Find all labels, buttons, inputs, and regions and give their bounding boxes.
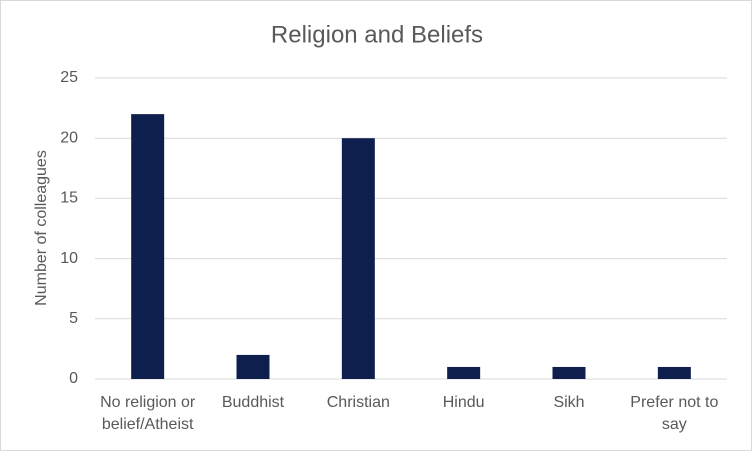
bar: [447, 366, 481, 379]
bar: [657, 366, 691, 379]
x-tick-label: Prefer not to say: [630, 394, 719, 433]
bar: [236, 354, 270, 379]
bar: [131, 114, 165, 380]
y-tick-label: 25: [60, 69, 78, 86]
x-tick-label: Sikh: [553, 394, 585, 411]
x-tick-label: Hindu: [442, 394, 485, 411]
y-tick-label: 10: [60, 250, 78, 267]
bar: [552, 366, 586, 379]
y-tick-label: 15: [60, 190, 78, 207]
chart-title: Religion and Beliefs: [271, 21, 483, 48]
x-tick-label: No religion or belief/Atheist: [100, 394, 196, 433]
bar: [341, 138, 375, 379]
y-axis-label: Number of colleagues: [33, 150, 50, 306]
y-tick-label: 20: [60, 129, 78, 146]
x-tick-label: Christian: [326, 394, 390, 411]
y-tick-label: 5: [69, 310, 78, 327]
y-tick-label: 0: [69, 370, 78, 387]
x-tick-label: Buddhist: [221, 394, 285, 411]
